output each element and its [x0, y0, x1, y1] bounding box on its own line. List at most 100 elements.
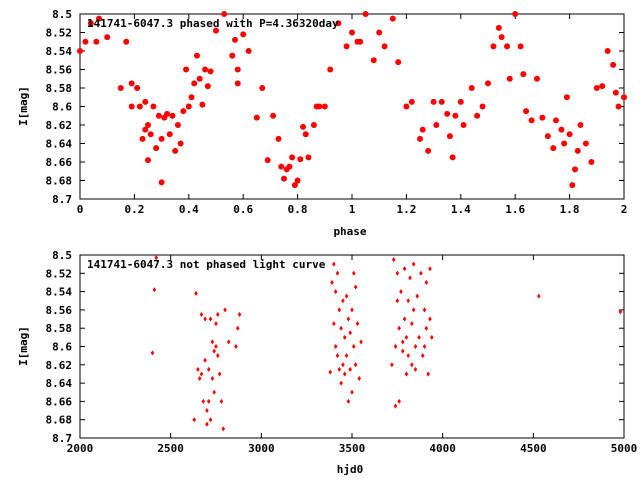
phased-data-point	[310, 122, 317, 128]
unphased-data-point	[341, 298, 345, 304]
unphased-xtick-label: 4000	[429, 442, 456, 455]
phased-data-point	[145, 157, 151, 164]
unphased-xtick-label: 5000	[611, 442, 638, 455]
unphased-data-point	[205, 408, 209, 414]
unphased-plot-title: 141741-6047.3 not phased light curve	[87, 258, 326, 271]
unphased-data-point	[212, 348, 216, 354]
phased-ytick-label: 8.5	[52, 8, 72, 21]
unphased-plot-ticks: 2000 2500 3000 3500 4000 4500 5000 8.5 8.52 8.54 8…	[46, 249, 638, 455]
unphased-data-point	[536, 293, 541, 299]
unphased-data-point	[348, 330, 352, 336]
phased-ytick-label: 8.66	[46, 156, 73, 169]
unphased-data-point	[350, 307, 354, 313]
phased-data-point	[452, 112, 459, 119]
unphased-data-point	[357, 376, 362, 382]
phased-data-point	[275, 135, 282, 142]
phased-data-point	[539, 114, 546, 121]
unphased-ytick-label: 8.7	[52, 432, 72, 445]
unphased-data-point	[428, 266, 432, 272]
phased-data-point	[419, 126, 426, 133]
unphased-data-point	[353, 284, 358, 290]
unphased-data-point	[333, 344, 338, 349]
unphased-data-point	[212, 389, 216, 395]
phased-data-point	[305, 154, 312, 161]
unphased-data-point	[429, 334, 434, 340]
phased-xtick-label: 1.8	[560, 203, 580, 216]
unphased-ytick-label: 8.56	[46, 304, 73, 317]
unphased-data-point	[391, 257, 396, 263]
phased-xtick-label: 1.2	[396, 203, 416, 216]
phased-xtick-label: 1.4	[451, 203, 471, 216]
phased-data-point	[281, 175, 287, 182]
phased-data-point	[87, 20, 94, 27]
unphased-plot-frame	[79, 254, 625, 439]
phased-data-point	[498, 34, 505, 41]
unphased-data-point	[337, 366, 342, 372]
phased-data-point	[134, 85, 141, 91]
unphased-data-point	[330, 279, 334, 285]
unphased-data-point	[406, 353, 411, 359]
phased-data-point	[612, 89, 619, 96]
phased-data-point	[180, 108, 187, 115]
phased-plot-ylabel: I[mag]	[17, 86, 30, 126]
phased-data-point	[264, 157, 271, 164]
phased-data-point	[177, 140, 184, 147]
unphased-plot-points	[150, 255, 623, 432]
unphased-ytick-label: 8.52	[46, 267, 73, 280]
phased-data-point	[196, 75, 203, 82]
unphased-data-point	[203, 316, 207, 322]
phased-ytick-label: 8.54	[46, 45, 73, 58]
phased-data-point	[504, 43, 511, 50]
phased-data-point	[533, 75, 540, 82]
unphased-ytick-label: 8.5	[52, 249, 72, 262]
unphased-data-point	[335, 353, 340, 359]
unphased-data-point	[208, 316, 213, 322]
phased-data-point	[520, 71, 527, 78]
phased-xtick-label: 0.2	[124, 203, 144, 216]
phased-data-point	[202, 66, 209, 73]
phased-data-point	[289, 154, 296, 161]
unphased-data-point	[206, 366, 211, 372]
phased-data-point	[528, 117, 535, 124]
phased-data-point	[593, 85, 600, 91]
phased-data-point	[506, 75, 513, 82]
phased-data-point	[438, 98, 445, 105]
unphased-data-point	[410, 321, 414, 327]
unphased-data-point	[420, 353, 425, 359]
phased-data-point	[395, 59, 402, 66]
phased-data-point	[204, 83, 211, 90]
unphased-data-point	[344, 353, 349, 359]
unphased-data-point	[216, 353, 220, 359]
unphased-data-point	[390, 362, 394, 368]
unphased-plot-ylabel: I[mag]	[17, 326, 30, 366]
unphased-data-point	[221, 426, 226, 432]
phased-data-point	[136, 103, 143, 110]
phased-data-point	[553, 117, 559, 124]
phased-data-point	[569, 182, 576, 189]
unphased-data-point	[426, 371, 430, 377]
phased-ytick-label: 8.7	[52, 193, 72, 206]
unphased-plot-xlabel: hjd0	[337, 463, 364, 476]
unphased-ytick-label: 8.64	[46, 377, 73, 390]
unphased-data-point	[348, 366, 352, 372]
phased-data-point	[572, 166, 579, 173]
phased-data-point	[495, 24, 502, 31]
phased-data-point	[408, 98, 415, 105]
phased-ytick-label: 8.56	[46, 64, 73, 77]
unphased-data-point	[197, 376, 202, 382]
phased-data-point	[357, 38, 364, 45]
phased-data-point	[316, 103, 323, 110]
phased-data-point	[433, 122, 440, 128]
unphased-data-point	[397, 325, 401, 331]
unphased-data-point	[422, 307, 427, 313]
phased-data-point	[523, 108, 530, 115]
phased-data-point	[128, 103, 135, 110]
unphased-xtick-label: 2500	[157, 442, 184, 455]
phased-data-point	[104, 34, 111, 41]
unphased-data-point	[192, 417, 197, 423]
phased-data-point	[270, 112, 277, 119]
phased-data-point	[213, 27, 219, 34]
phased-data-point	[479, 103, 486, 110]
unphased-data-point	[402, 316, 407, 322]
unphased-data-point	[339, 325, 343, 331]
